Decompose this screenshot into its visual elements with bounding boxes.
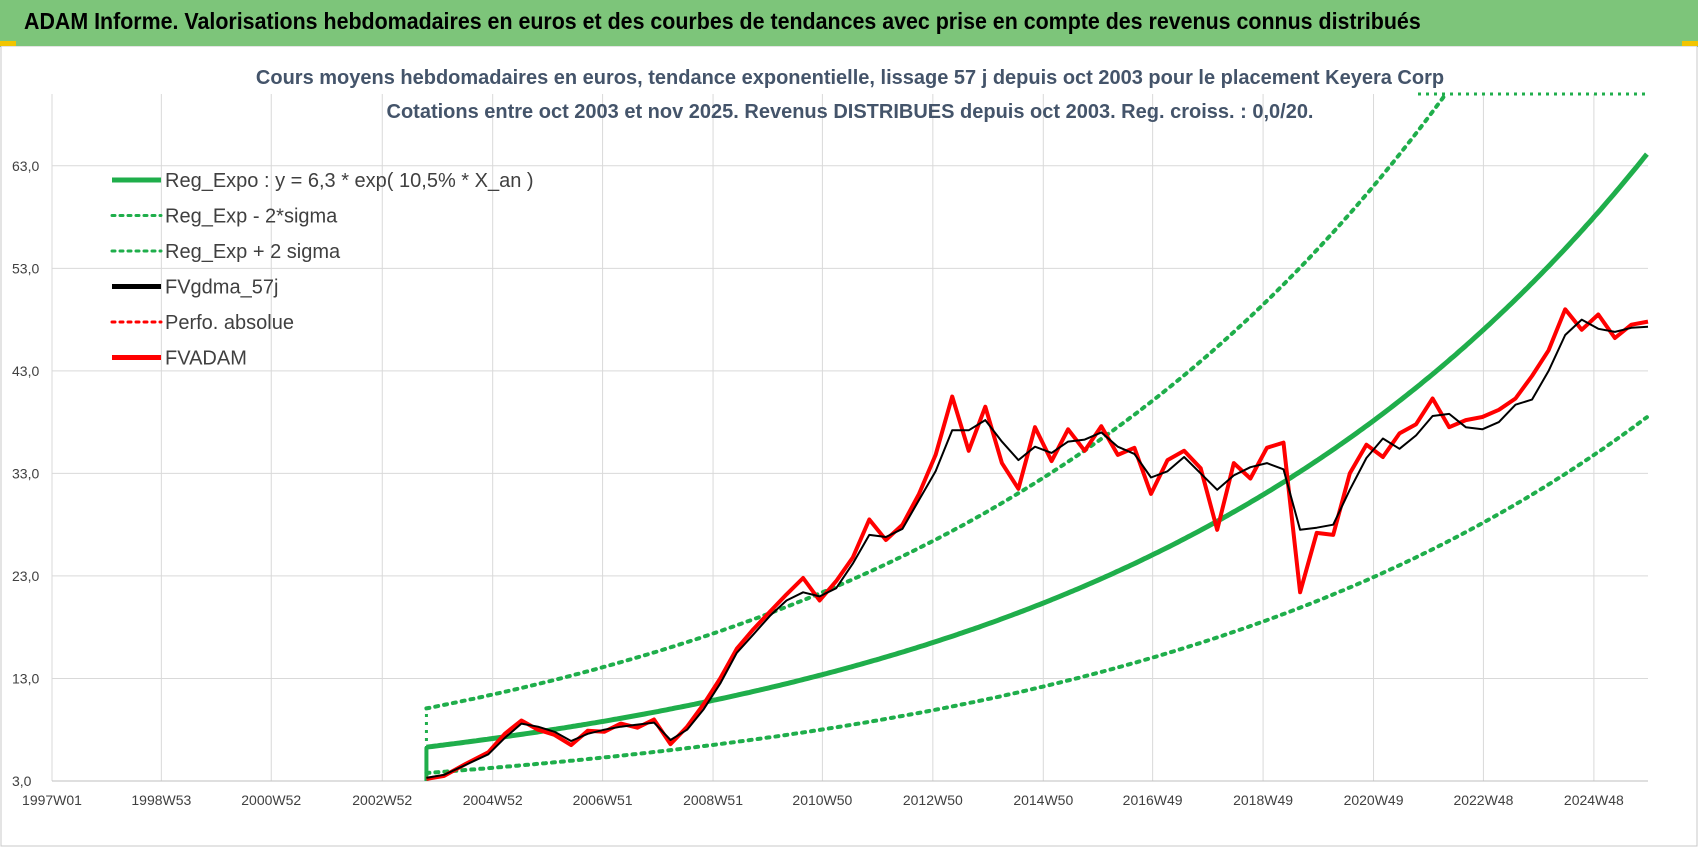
x-tick-label: 2022W48 — [1453, 792, 1513, 808]
corner-mark-right — [1682, 41, 1698, 46]
legend-label: FVADAM — [165, 348, 247, 370]
legend-label: Perfo. absolue — [165, 312, 294, 334]
y-tick-label: 3,0 — [12, 773, 32, 789]
legend-label: Reg_Exp + 2 sigma — [165, 241, 341, 263]
y-tick-label: 43,0 — [12, 363, 39, 379]
x-tick-label: 2018W49 — [1233, 792, 1293, 808]
corner-mark-left — [0, 41, 16, 46]
x-tick-label: 2004W52 — [463, 792, 523, 808]
y-tick-label: 23,0 — [12, 568, 39, 584]
x-tick-label: 2024W48 — [1564, 792, 1624, 808]
series-reg-expo — [426, 152, 1649, 750]
series-fvadam — [426, 307, 1649, 781]
series-reg-exp-minus-2sigma — [424, 415, 1649, 775]
legend-label: Reg_Expo : y = 6,3 * exp( 10,5% * X_an ) — [165, 170, 534, 192]
chart-subtitle: Cotations entre oct 2003 et nov 2025. Re… — [387, 101, 1314, 123]
x-tick-label: 2000W52 — [241, 792, 301, 808]
x-tick-label: 2006W51 — [573, 792, 633, 808]
legend-label: FVgdma_57j — [165, 277, 278, 299]
x-tick-label: 1997W01 — [22, 792, 82, 808]
x-tick-label: 1998W53 — [131, 792, 191, 808]
x-tick-label: 2012W50 — [903, 792, 963, 808]
chart: 3,0 13,0 23,0 33,0 43,0 53,0 63,0 1997W01 1998W5… — [0, 46, 1698, 847]
y-tick-label: 63,0 — [12, 158, 39, 174]
legend: Reg_Expo : y = 6,3 * exp( 10,5% * X_an )… — [110, 170, 534, 370]
report-title: ADAM Informe. Valorisations hebdomadaire… — [24, 8, 1421, 34]
chart-title: Cours moyens hebdomadaires en euros, ten… — [256, 67, 1444, 89]
y-tick-label: 33,0 — [12, 465, 39, 481]
x-tick-label: 2020W49 — [1344, 792, 1404, 808]
x-tick-label: 2016W49 — [1123, 792, 1183, 808]
x-tick-label: 2002W52 — [352, 792, 412, 808]
y-tick-label: 53,0 — [12, 260, 39, 276]
legend-label: Reg_Exp - 2*sigma — [165, 206, 338, 228]
x-tick-label: 2014W50 — [1013, 792, 1073, 808]
y-tick-label: 13,0 — [12, 670, 39, 686]
series-fvgdma-57j — [426, 318, 1649, 779]
series-reg-exp-plus-2sigma — [424, 92, 1448, 711]
x-tick-label: 2010W50 — [792, 792, 852, 808]
report-header: ADAM Informe. Valorisations hebdomadaire… — [0, 0, 1698, 47]
chart-area: 3,0 13,0 23,0 33,0 43,0 53,0 63,0 1997W01 1998W5… — [0, 46, 1698, 848]
x-tick-label: 2008W51 — [683, 792, 743, 808]
